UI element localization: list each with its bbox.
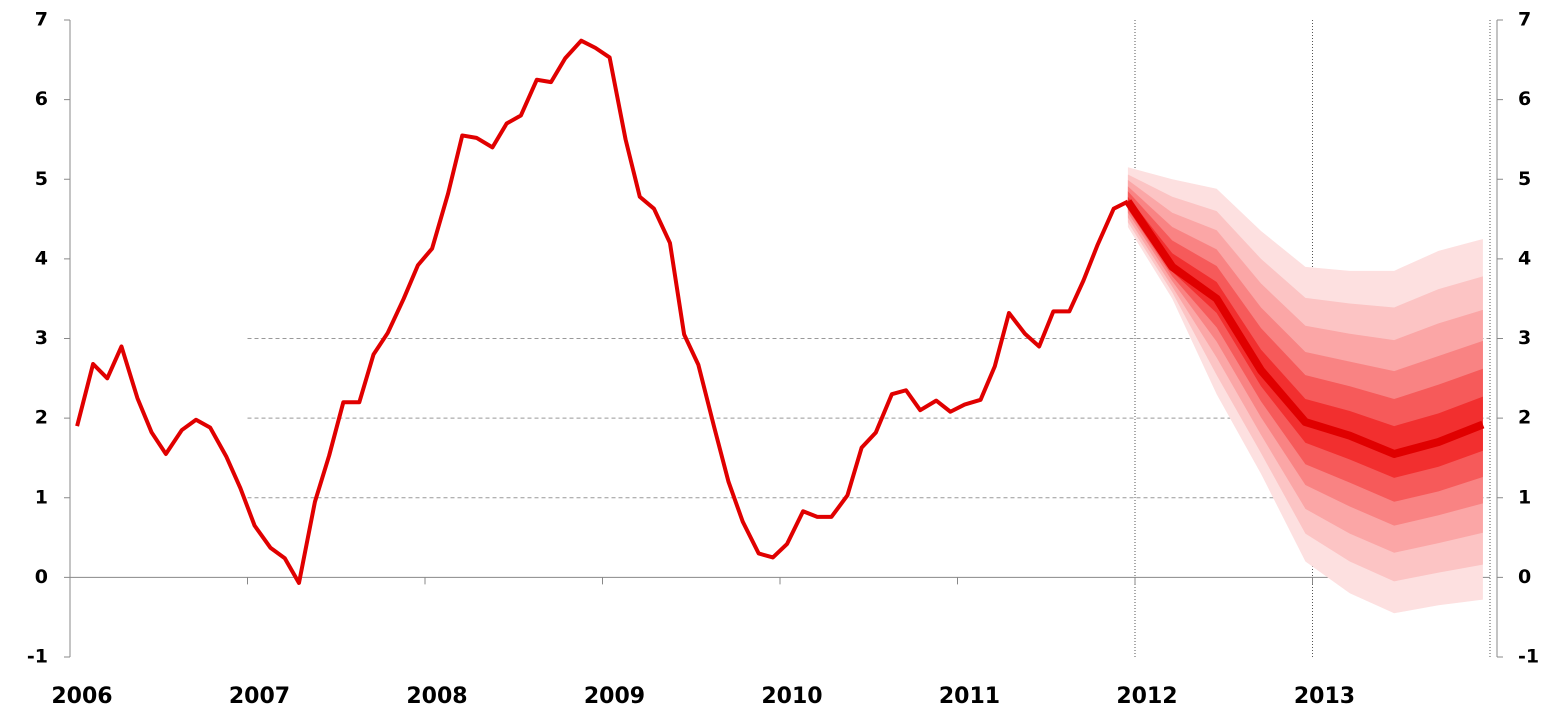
y2-tick-label: 2 (1518, 407, 1531, 429)
y-tick-label: 4 (35, 247, 48, 269)
y2-tick-label: 3 (1518, 327, 1531, 349)
x-tick-label: 2012 (1116, 684, 1177, 709)
y-tick-label: 0 (35, 566, 48, 588)
x-tick-label: 2011 (939, 684, 1000, 709)
y-tick-label: 3 (35, 327, 48, 349)
x-tick-label: 2013 (1294, 684, 1355, 709)
y-tick-label: 7 (35, 9, 48, 31)
forecast-line (1124, 199, 1485, 458)
y2-tick-label: 5 (1518, 168, 1531, 190)
y-tick-label: 2 (35, 407, 48, 429)
y-tick-label: -1 (27, 646, 48, 668)
y2-tick-label: 4 (1518, 247, 1531, 269)
line (75, 38, 1129, 585)
x-tick-label: 2007 (229, 684, 290, 709)
y2-tick-label: 7 (1518, 9, 1531, 31)
y2-tick-label: 1 (1518, 486, 1531, 508)
y-tick-label: 1 (35, 486, 48, 508)
y2-tick-label: -1 (1518, 646, 1539, 668)
y2-tick-label: 6 (1518, 88, 1531, 110)
fan-band (1127, 191, 1483, 502)
x-tick-label: 2008 (406, 684, 467, 709)
x-tick-label: 2010 (761, 684, 822, 709)
y2-tick-label: 0 (1518, 566, 1531, 588)
x-tick-label: 2009 (584, 684, 645, 709)
y-tick-label: 6 (35, 88, 48, 110)
y-tick-label: 5 (35, 168, 48, 190)
x-tick-label: 2006 (51, 684, 112, 709)
